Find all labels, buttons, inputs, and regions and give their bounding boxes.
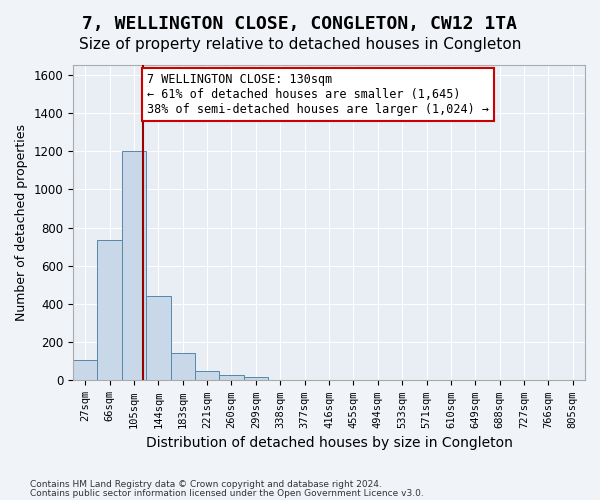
X-axis label: Distribution of detached houses by size in Congleton: Distribution of detached houses by size …: [146, 436, 512, 450]
Bar: [170, 352, 195, 380]
Bar: [244, 377, 268, 380]
Text: Contains public sector information licensed under the Open Government Licence v3: Contains public sector information licen…: [30, 489, 424, 498]
Y-axis label: Number of detached properties: Number of detached properties: [15, 124, 28, 321]
Bar: [73, 360, 97, 380]
Bar: [220, 375, 244, 380]
Text: 7 WELLINGTON CLOSE: 130sqm
← 61% of detached houses are smaller (1,645)
38% of s: 7 WELLINGTON CLOSE: 130sqm ← 61% of deta…: [147, 73, 489, 116]
Bar: [97, 240, 122, 380]
Text: Size of property relative to detached houses in Congleton: Size of property relative to detached ho…: [79, 38, 521, 52]
Text: 7, WELLINGTON CLOSE, CONGLETON, CW12 1TA: 7, WELLINGTON CLOSE, CONGLETON, CW12 1TA: [83, 15, 517, 33]
Text: Contains HM Land Registry data © Crown copyright and database right 2024.: Contains HM Land Registry data © Crown c…: [30, 480, 382, 489]
Bar: [195, 371, 220, 380]
Bar: [122, 151, 146, 380]
Bar: [146, 296, 170, 380]
